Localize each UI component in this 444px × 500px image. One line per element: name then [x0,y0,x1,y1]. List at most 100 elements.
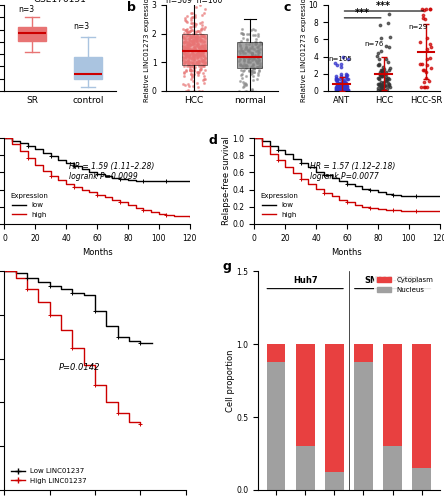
Point [242,72,249,80]
Point [251,45,258,53]
Point [341,86,348,94]
Point [246,48,253,56]
Point [243,36,250,44]
Point [196,1,203,9]
Point [184,24,191,32]
Point [377,71,384,79]
Point [242,45,249,53]
Point [253,38,260,46]
Point [180,68,187,76]
Point [186,42,193,50]
Point [201,9,208,17]
Point [182,54,190,62]
Point [199,32,206,40]
Point [254,58,261,66]
Point [189,62,196,70]
Point [375,81,382,89]
Point [198,48,205,56]
Point [254,64,261,72]
Point [197,44,204,52]
Point [200,74,207,82]
Point [423,82,430,90]
Point [180,45,187,53]
Y-axis label: Relative LINC01273 expression: Relative LINC01273 expression [144,0,150,102]
Point [255,32,262,40]
Point [194,27,202,35]
Point [190,70,198,78]
Point [194,38,201,46]
Point [185,86,192,94]
Point [248,70,255,78]
Point [336,80,343,88]
Point [190,36,197,44]
Point [180,42,187,50]
Point [182,49,190,57]
Point [192,46,199,54]
Point [245,48,252,56]
Point [239,74,246,82]
Point [197,52,204,60]
Text: c: c [283,0,291,14]
Bar [383,446,402,490]
Point [185,60,192,68]
Point [378,86,385,94]
Point [241,80,248,88]
Point [334,81,341,89]
Point [249,60,256,68]
Point [343,80,350,88]
Point [199,51,206,59]
Point [201,25,208,33]
Point [238,62,245,70]
Point [249,42,256,50]
Point [338,60,345,68]
Point [337,72,344,80]
Point [193,35,200,43]
Point [184,58,191,66]
Point [187,66,194,74]
Point [377,82,384,90]
Point [197,64,204,72]
Point [187,70,194,78]
Point [247,67,254,75]
Point [342,81,349,89]
Point [255,67,262,75]
Point [385,80,392,88]
Point [244,46,251,54]
Point [379,66,386,74]
Point [426,78,433,86]
Point [194,54,201,62]
Point [183,43,190,51]
Point [193,28,200,36]
Point [385,58,392,66]
Point [342,84,349,92]
Point [342,85,349,93]
Point [202,43,209,51]
Point [341,82,348,90]
Point [195,60,202,68]
Bar [383,344,402,446]
Point [181,40,188,48]
Point [416,60,424,68]
Point [377,86,384,94]
Point [186,28,194,36]
Point [336,82,343,90]
Text: n=369  n=160: n=369 n=160 [166,0,222,6]
Point [341,86,349,94]
Point [189,26,196,34]
Point [197,26,204,34]
Y-axis label: Relative LINC01273 expression: Relative LINC01273 expression [301,0,307,102]
Point [377,72,385,80]
Point [187,19,194,27]
Point [335,80,342,88]
Point [237,46,244,54]
Point [192,13,199,21]
Point [199,12,206,20]
PathPatch shape [74,56,102,78]
Point [241,80,248,88]
Point [382,70,389,78]
Point [189,22,196,30]
Point [251,50,258,58]
Point [185,46,192,54]
Point [194,58,201,66]
Point [246,58,253,66]
